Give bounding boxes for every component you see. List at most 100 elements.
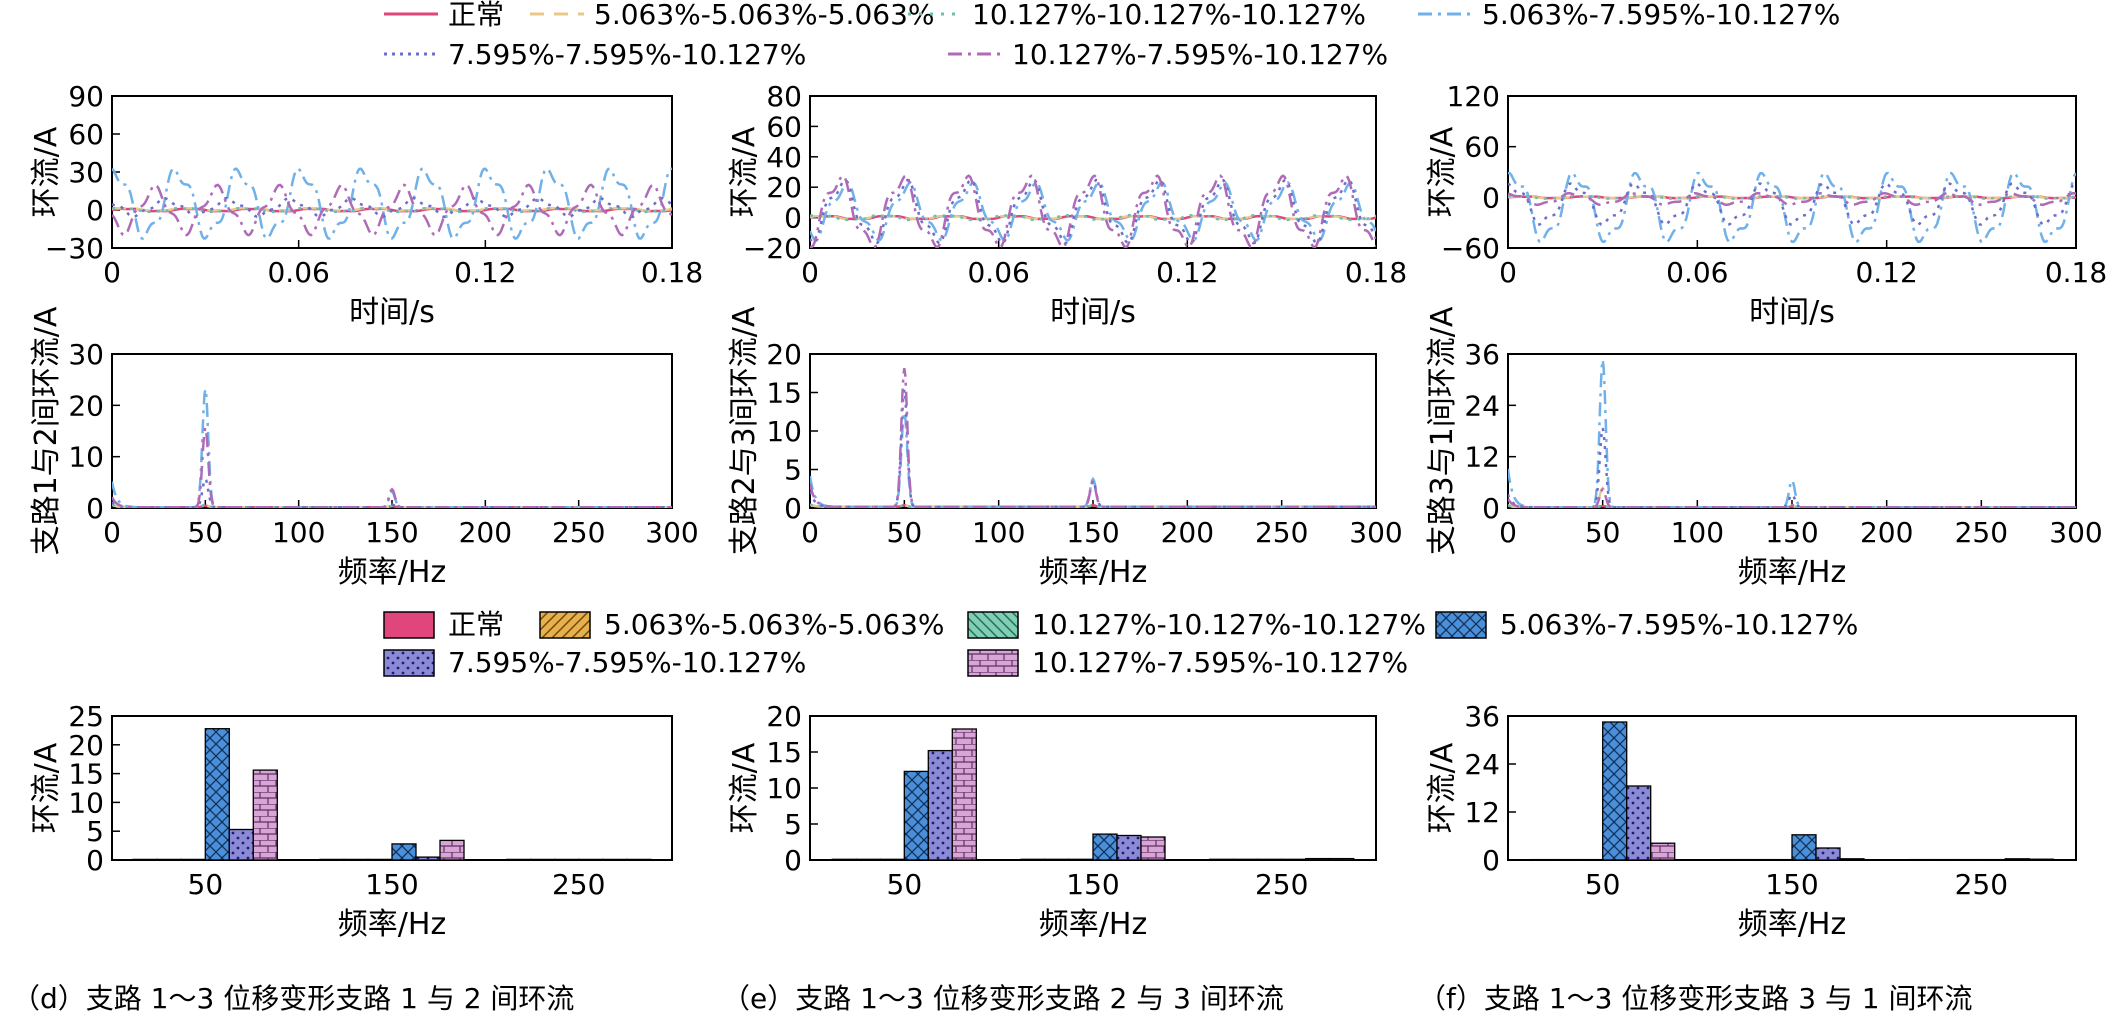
series-line-5 bbox=[810, 368, 1376, 508]
bar-150-series-2 bbox=[1068, 858, 1094, 861]
y-tick-label: 40 bbox=[766, 141, 802, 174]
series-line-3 bbox=[112, 388, 672, 508]
x-tick-label: 0 bbox=[1499, 256, 1517, 289]
y-axis-label: 支路1与2间环流/A bbox=[29, 306, 64, 555]
bar-150-series-2 bbox=[367, 858, 393, 861]
series-group bbox=[1508, 359, 2076, 508]
x-tick-label: 250 bbox=[1255, 516, 1308, 549]
series-line-0 bbox=[1508, 195, 2076, 200]
bar-250-series-3 bbox=[578, 858, 604, 861]
y-axis-label: 环流/A bbox=[727, 742, 762, 833]
x-tick-label: 300 bbox=[645, 516, 698, 549]
plot-frame bbox=[1507, 95, 2077, 249]
x-tick-label: 250 bbox=[1955, 516, 2008, 549]
y-tick-label: 20 bbox=[766, 700, 802, 733]
legend-bar-swatch bbox=[967, 649, 1019, 677]
y-tick-label: 5 bbox=[784, 454, 802, 487]
x-tick-label: 300 bbox=[2049, 516, 2102, 549]
series-line-4 bbox=[112, 476, 672, 508]
x-tick-label: 0.12 bbox=[454, 256, 516, 289]
bar-legend-entry-5: 10.127%-7.595%-10.127% bbox=[967, 646, 1408, 679]
legend-label: 5.063%-5.063%-5.063% bbox=[594, 0, 935, 31]
legend-bar-swatch bbox=[383, 649, 435, 677]
x-tick-label: 0.12 bbox=[1855, 256, 1917, 289]
y-axis-label: 支路3与1间环流/A bbox=[1425, 306, 1460, 555]
bar-50-series-4 bbox=[927, 749, 953, 861]
x-tick-label: 50 bbox=[887, 516, 923, 549]
series-line-3 bbox=[1508, 359, 2076, 508]
bar-250-series-0 bbox=[506, 858, 532, 861]
legend-bar-swatch bbox=[539, 611, 591, 639]
legend-label: 7.595%-7.595%-10.127% bbox=[448, 646, 806, 679]
bar-150-series-3 bbox=[391, 843, 417, 861]
bar-legend-entry-3: 5.063%-7.595%-10.127% bbox=[1435, 608, 1858, 641]
bar-50-series-4 bbox=[228, 828, 254, 861]
legend-label: 10.127%-10.127%-10.127% bbox=[1032, 608, 1426, 641]
line-legend-entry-3: 5.063%-7.595%-10.127% bbox=[1418, 0, 1840, 31]
y-tick-label: 25 bbox=[68, 700, 104, 733]
y-tick-label: 0 bbox=[86, 492, 104, 525]
x-tick-label: 0.18 bbox=[641, 256, 703, 289]
x-tick-label: 0 bbox=[103, 256, 121, 289]
series-line-3 bbox=[810, 411, 1376, 508]
legend-label: 5.063%-7.595%-10.127% bbox=[1482, 0, 1840, 31]
series-line-5 bbox=[1508, 487, 2076, 508]
bar-250-series-2 bbox=[554, 858, 580, 861]
x-tick-label: 0 bbox=[103, 516, 121, 549]
line-legend-entry-0: 正常 bbox=[384, 0, 504, 31]
plot-frame bbox=[809, 95, 1377, 249]
line-legend: 正常 5.063%-5.063%-5.063% 10.127%-10.127%-… bbox=[384, 0, 1840, 71]
x-tick-label: 150 bbox=[1066, 516, 1119, 549]
legend-label: 5.063%-7.595%-10.127% bbox=[1500, 608, 1858, 641]
y-tick-label: 5 bbox=[784, 808, 802, 841]
bar-50-series-5 bbox=[951, 728, 977, 861]
legend-label: 7.595%-7.595%-10.127% bbox=[448, 38, 806, 71]
series-line-5 bbox=[112, 427, 672, 508]
bar-250-series-4 bbox=[2004, 858, 2030, 861]
y-tick-label: 0 bbox=[784, 202, 802, 235]
y-tick-label: 12 bbox=[1464, 796, 1500, 829]
bar-250-series-1 bbox=[1233, 858, 1259, 861]
bar-250-series-5 bbox=[1329, 857, 1355, 861]
x-tick-label: 0 bbox=[801, 516, 819, 549]
bar-50-series-1 bbox=[855, 858, 881, 861]
bar-150-series-5 bbox=[1140, 836, 1166, 861]
x-tick-label: 150 bbox=[365, 868, 418, 901]
y-tick-label: 5 bbox=[86, 815, 104, 848]
y-tick-label: 10 bbox=[766, 415, 802, 448]
plot-frame bbox=[111, 95, 673, 249]
x-axis-label: 时间/s bbox=[1749, 295, 1835, 330]
x-tick-label: 0 bbox=[1499, 516, 1517, 549]
series-line-5 bbox=[1508, 192, 2076, 206]
bar-legend-entry-1: 5.063%-5.063%-5.063% bbox=[539, 608, 945, 641]
bar-50-series-1 bbox=[156, 858, 182, 861]
x-tick-label: 200 bbox=[1161, 516, 1214, 549]
x-tick-label: 250 bbox=[1955, 868, 2008, 901]
y-tick-label: 0 bbox=[1482, 181, 1500, 214]
bar-250-series-3 bbox=[1281, 858, 1307, 861]
caption-f: （f）支路 1～3 位移变形支路 3 与 1 间环流 bbox=[1418, 982, 1973, 1015]
bar-150-series-3 bbox=[1092, 833, 1118, 861]
y-tick-label: 20 bbox=[766, 338, 802, 371]
x-tick-label: 250 bbox=[552, 868, 605, 901]
y-tick-label: 0 bbox=[1482, 844, 1500, 877]
series-line-3 bbox=[1508, 171, 2076, 244]
bar-250-series-5 bbox=[2028, 858, 2054, 861]
y-tick-label: 20 bbox=[68, 729, 104, 762]
x-axis-label: 频率/Hz bbox=[338, 555, 446, 590]
x-tick-label: 0 bbox=[801, 256, 819, 289]
y-tick-label: 15 bbox=[68, 758, 104, 791]
y-tick-label: 60 bbox=[1464, 131, 1500, 164]
y-tick-label: 36 bbox=[1464, 700, 1500, 733]
x-axis-label: 频率/Hz bbox=[1039, 907, 1147, 942]
x-tick-label: 50 bbox=[887, 868, 923, 901]
bar-250-series-2 bbox=[1257, 858, 1283, 861]
x-tick-label: 50 bbox=[1585, 868, 1621, 901]
line-legend-entry-4: 7.595%-7.595%-10.127% bbox=[384, 38, 806, 71]
